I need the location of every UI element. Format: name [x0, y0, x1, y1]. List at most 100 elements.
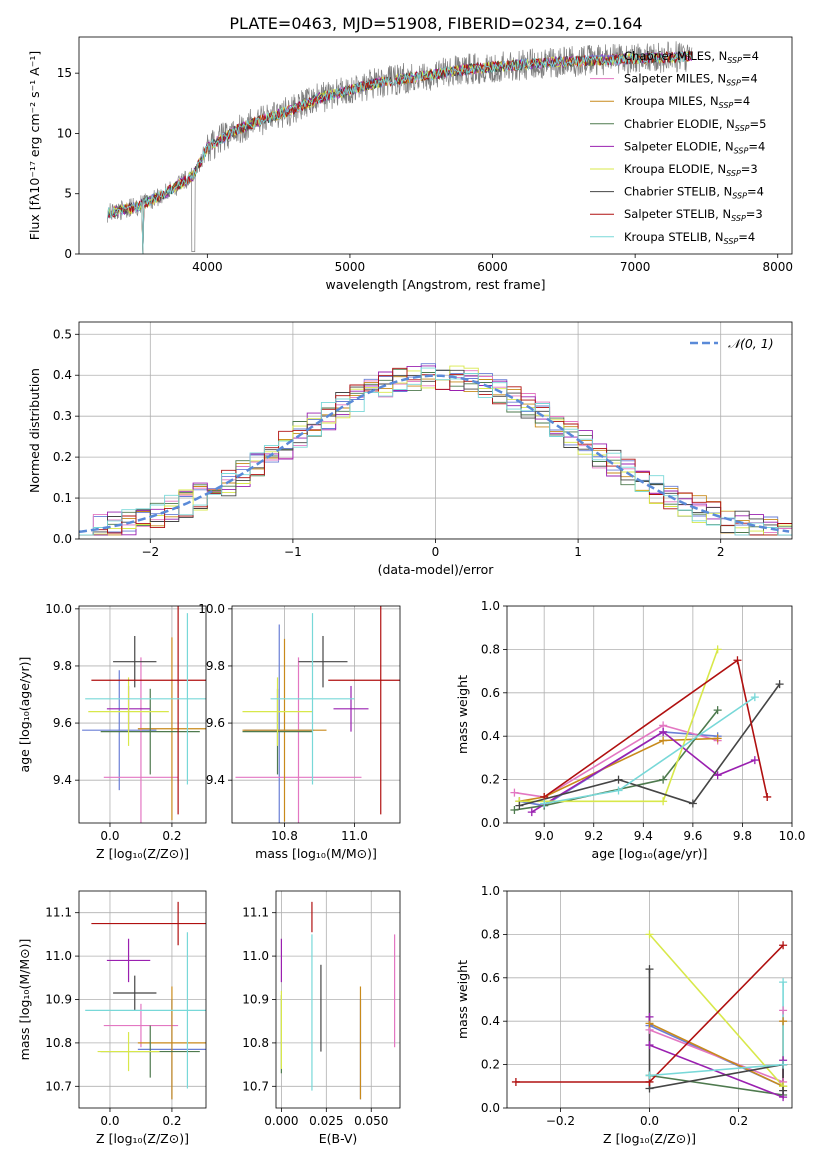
mass-weight-series-line — [544, 696, 756, 805]
weight-vs-Z-x-label: Z [log₁₀(Z/Z⊙)] — [603, 1131, 696, 1146]
mass-weight-point — [510, 805, 519, 814]
y-tick-label: 1.0 — [481, 884, 500, 898]
y-tick-label: 0.4 — [53, 368, 72, 382]
x-tick-label: 0.050 — [354, 1114, 388, 1128]
x-tick-label: 0 — [432, 545, 440, 559]
y-tick-label: 0.8 — [481, 642, 500, 656]
y-tick-label: 0.6 — [481, 686, 500, 700]
x-tick-label: 9.6 — [683, 829, 702, 843]
age-vs-Z-frame — [78, 605, 207, 824]
y-tick-label: 0.1 — [53, 491, 72, 505]
residuals-x-label: (data-model)/error — [378, 562, 495, 577]
spectrum-x-label: wavelength [Angstrom, rest frame] — [325, 277, 545, 292]
mass-weight-point — [659, 797, 668, 806]
weight-vs-age-x-label: age [log₁₀(age/yr)] — [592, 846, 708, 861]
age-vs-Z-panel: 0.0 0.2 9.4 9.6 9.8 10.0 Z [log₁₀(Z/Z⊙)] age [l… — [17, 602, 207, 861]
legend-entry: 𝒩(0, 1) — [728, 336, 774, 351]
y-tick-label: 0.4 — [481, 729, 500, 743]
x-tick-label: −2 — [141, 545, 159, 559]
y-tick-label: 9.6 — [206, 716, 225, 730]
residuals-panel: −2 −1 0 1 2 0.0 0.1 0.2 0.3 0.4 0.5 (data-model)/er… — [27, 321, 793, 577]
age-vs-mass-x-label: mass [log₁₀(M/M⊙)] — [255, 846, 377, 861]
mass-weight-point — [713, 734, 722, 743]
weight-vs-Z-y-label: mass weight — [455, 960, 470, 1039]
mass-weight-point — [645, 965, 654, 974]
y-tick-label: 9.8 — [206, 659, 225, 673]
spectrum-panel: 4000 5000 6000 7000 8000 0 5 10 15 wavelength [An… — [27, 36, 793, 292]
weight-vs-age-plot-area — [507, 606, 792, 823]
y-tick-label: 11.1 — [242, 906, 269, 920]
normal-distribution-curve — [79, 374, 790, 534]
mass-weight-point — [645, 1041, 654, 1050]
y-tick-label: 0.0 — [53, 532, 72, 546]
y-tick-label: 10.8 — [45, 1036, 72, 1050]
mass-weight-point — [540, 799, 549, 808]
legend-entry: Kroupa MILES, NSSP=4 — [624, 94, 750, 110]
mass-weight-point — [779, 1017, 788, 1026]
mass-weight-point — [688, 799, 697, 808]
x-tick-label: 9.0 — [535, 829, 554, 843]
y-tick-label: 0.8 — [481, 927, 500, 941]
model-spectrum-line — [107, 51, 692, 254]
y-tick-label: 10 — [57, 126, 72, 140]
mass-weight-point — [645, 1012, 654, 1021]
mass-vs-Z-panel: 0.0 0.2 10.7 10.8 10.9 11.0 11.1 Z [log₁₀(Z/Z⊙)… — [17, 890, 207, 1146]
weight-vs-age-panel: 9.0 9.2 9.4 9.6 9.8 10.0 0.0 0.2 0.4 0.6 0.8 1.0 age… — [455, 599, 805, 861]
age-vs-mass-frame — [231, 605, 401, 824]
y-tick-label: 10.0 — [45, 602, 72, 616]
x-tick-label: 0.2 — [729, 1114, 748, 1128]
spectrum-plot-area — [107, 41, 693, 254]
x-tick-label: 10.8 — [271, 829, 298, 843]
x-tick-label: 8000 — [762, 260, 793, 274]
x-tick-label: 0.0 — [640, 1114, 659, 1128]
mass-vs-Z-x-label: Z [log₁₀(Z/Z⊙)] — [96, 1131, 189, 1146]
mass-weight-point — [659, 775, 668, 784]
legend-entry: Chabrier STELIB, NSSP=4 — [624, 185, 764, 201]
y-tick-label: 0.0 — [481, 1101, 500, 1115]
x-tick-label: 0.0 — [100, 829, 119, 843]
mass-weight-point — [750, 693, 759, 702]
residuals-y-label: Normed distribution — [27, 368, 42, 493]
mass-weight-point — [775, 680, 784, 689]
y-tick-label: 11.0 — [242, 949, 269, 963]
mass-weight-series-line — [531, 730, 756, 813]
x-tick-label: 4000 — [192, 260, 223, 274]
y-tick-label: 10.9 — [45, 993, 72, 1007]
y-tick-label: 9.4 — [53, 773, 72, 787]
mass-weight-point — [713, 706, 722, 715]
figure-title: PLATE=0463, MJD=51908, FIBERID=0234, z=0… — [229, 14, 642, 33]
x-tick-label: −0.2 — [546, 1114, 575, 1128]
y-tick-label: 10.7 — [242, 1079, 269, 1093]
y-tick-label: 0.5 — [53, 327, 72, 341]
mass-weight-point — [779, 978, 788, 987]
mass-weight-point — [645, 930, 654, 939]
y-tick-label: 10.7 — [45, 1079, 72, 1093]
x-tick-label: 0.2 — [162, 1114, 181, 1128]
legend-entry: Chabrier MILES, NSSP=4 — [624, 49, 759, 65]
mass-weight-point — [645, 1071, 654, 1080]
x-tick-label: 9.4 — [634, 829, 653, 843]
legend-entry: Kroupa ELODIE, NSSP=3 — [624, 162, 758, 178]
mass-vs-Z-y-label: mass [log₁₀(M/M⊙)] — [17, 939, 32, 1061]
y-tick-label: 0.2 — [481, 773, 500, 787]
spectrum-legend: Chabrier MILES, NSSP=4 Salpeter MILES, NS… — [590, 49, 766, 246]
mass-weight-point — [713, 771, 722, 780]
x-tick-label: 0.2 — [162, 829, 181, 843]
x-tick-label: 6000 — [477, 260, 508, 274]
mass-weight-series-line — [649, 1064, 784, 1096]
mass-weight-point — [527, 808, 536, 817]
mass-weight-point — [779, 1006, 788, 1015]
y-tick-label: 15 — [57, 66, 72, 80]
y-tick-label: 0 — [64, 247, 72, 261]
legend-entry: Chabrier ELODIE, NSSP=5 — [624, 117, 766, 133]
y-tick-label: 0.3 — [53, 409, 72, 423]
weight-vs-age-frame — [506, 605, 793, 824]
age-vs-Z-plot-area — [79, 606, 206, 823]
weight-vs-Z-panel: −0.2 0.0 0.2 0.0 0.2 0.4 0.6 0.8 1.0 Z [log₁₀(Z/Z… — [455, 884, 793, 1146]
mass-weight-point — [779, 1086, 788, 1095]
y-tick-label: 0.2 — [53, 450, 72, 464]
y-tick-label: 11.0 — [45, 949, 72, 963]
y-tick-label: 10.8 — [242, 1036, 269, 1050]
mass-weight-series-line — [514, 724, 718, 798]
y-tick-label: 9.4 — [206, 773, 225, 787]
